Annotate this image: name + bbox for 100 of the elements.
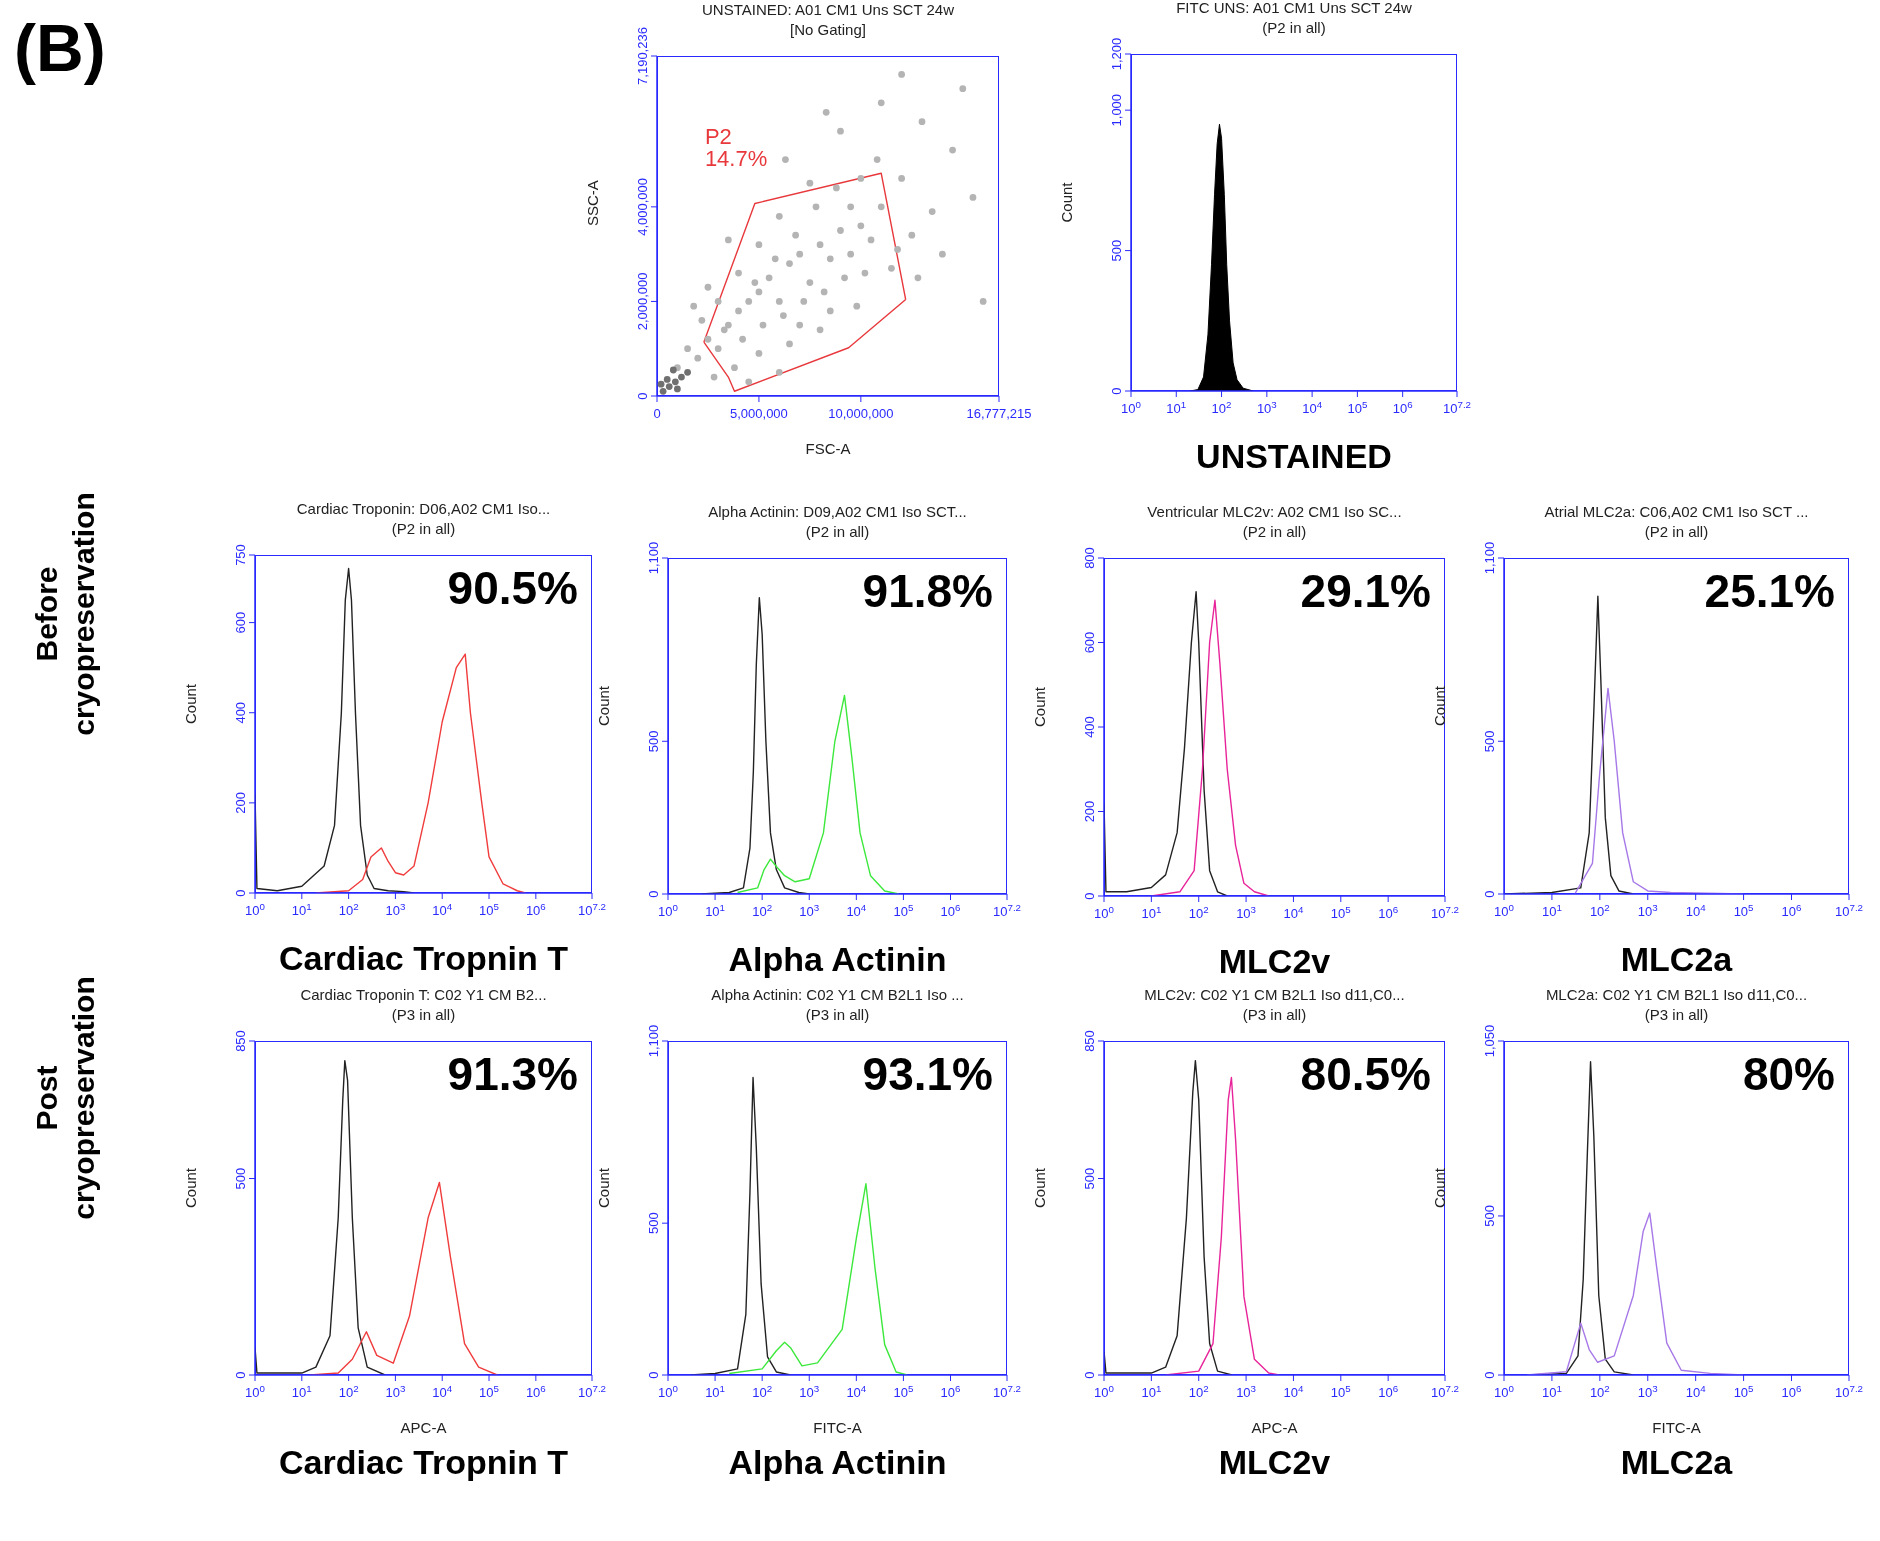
y-tick-label: 0 <box>646 890 661 898</box>
text: Cardiac Tropnin T <box>277 1443 569 1482</box>
x-tick-label: 10$^{2}$ <box>338 900 359 918</box>
annotation: 80.5% <box>1300 1047 1431 1101</box>
text: MLC2a <box>1619 1443 1734 1482</box>
x-tick-label: 10$^{6}$ <box>940 901 961 919</box>
x-tick-label: 10$^{3}$ <box>1637 1382 1658 1400</box>
x-tick-label: 10$^{2}$ <box>1589 1382 1610 1400</box>
x-tick-label: 10$^{0}$ <box>658 1382 679 1400</box>
x-tick-label: 10$^{0}$ <box>1494 1382 1515 1400</box>
x-tick-label: 10$^{2}$ <box>752 1382 773 1400</box>
y-tick-label: 1,100 <box>646 1024 661 1058</box>
annotation: 80% <box>1742 1047 1835 1101</box>
y-axis-title: Count <box>182 683 200 724</box>
y-tick-label: 200 <box>233 792 248 814</box>
y-axis-title: Count <box>1031 686 1049 727</box>
x-tick-label: 10$^{1}$ <box>1141 903 1162 921</box>
chart-title: Cardiac Troponin T: C02 Y1 CM B2... <box>299 985 548 1005</box>
x-tick-label: 10$^{1}$ <box>291 1382 312 1400</box>
y-tick-label: 500 <box>1082 1167 1097 1190</box>
x-axis-title: FSC-A <box>805 440 851 457</box>
x-axis-title: APC-A <box>1251 1419 1298 1436</box>
y-axis-title: Count <box>1031 1167 1049 1208</box>
y-tick-label: 0 <box>635 392 650 400</box>
x-axis-title: FITC-A <box>1652 1419 1701 1436</box>
x-tick-label: 10$^{1}$ <box>1166 398 1187 416</box>
text: UNSTAINED <box>1195 437 1393 476</box>
chart-title: Atrial MLC2a: C06,A02 CM1 Iso SCT ... <box>1543 502 1810 522</box>
y-tick-label: 0 <box>1082 1371 1097 1379</box>
x-tick-label: 10$^{2}$ <box>1188 1382 1209 1400</box>
text: Alpha Actinin <box>727 1443 948 1482</box>
x-tick-label: 10$^{0}$ <box>1094 903 1115 921</box>
x-tick-label: 10$^{2}$ <box>338 1382 359 1400</box>
y-tick-label: 500 <box>233 1167 248 1190</box>
y-tick-label: 750 <box>233 544 248 566</box>
x-tick-label: 10$^{3}$ <box>1637 901 1658 919</box>
x-tick-label: 10$^{6}$ <box>1781 901 1802 919</box>
text: Post cryopreservation <box>28 975 101 1222</box>
y-tick-label: 0 <box>233 889 248 897</box>
x-tick-label: 10$^{3}$ <box>799 901 820 919</box>
y-tick-label: 1,100 <box>1482 541 1497 575</box>
x-tick-label: 10$^{7.2}$ <box>577 1382 607 1400</box>
y-axis-title: Count <box>595 685 613 726</box>
x-tick-label: 10$^{2}$ <box>1188 903 1209 921</box>
chart-title: FITC UNS: A01 CM1 Uns SCT 24w <box>1175 0 1413 18</box>
x-tick-label: 10$^{6}$ <box>525 900 546 918</box>
x-tick-label: 10$^{4}$ <box>432 900 453 918</box>
chart-subtitle: (P2 in all) <box>1643 522 1710 542</box>
y-tick-label: 0 <box>1082 892 1097 900</box>
chart-subtitle: [No Gating] <box>790 21 866 38</box>
y-tick-label: 500 <box>646 1212 661 1235</box>
y-tick-label: 0 <box>646 1371 661 1379</box>
y-tick-label: 200 <box>1082 800 1097 823</box>
x-tick-label: 10$^{1}$ <box>705 1382 726 1400</box>
y-tick-label: 0 <box>1482 890 1497 898</box>
x-tick-label: 10$^{0}$ <box>658 901 679 919</box>
chart-title: Alpha Actinin: C02 Y1 CM B2L1 Iso ... <box>710 985 965 1005</box>
annotation: 93.1% <box>862 1047 993 1101</box>
x-tick-label: 10$^{2}$ <box>1589 901 1610 919</box>
y-axis-title: Count <box>1058 181 1076 223</box>
y-tick-label: 400 <box>233 701 248 724</box>
x-tick-label: 10$^{7.2}$ <box>1430 903 1460 921</box>
y-tick-label: 850 <box>233 1030 248 1052</box>
x-tick-label: 10$^{4}$ <box>1283 903 1304 921</box>
annotation: 25.1% <box>1704 564 1835 618</box>
x-tick-label: 10$^{1}$ <box>1541 1382 1562 1400</box>
x-tick-label: 10$^{1}$ <box>1541 901 1562 919</box>
x-tick-label: 10$^{6}$ <box>1378 903 1399 921</box>
chart-subtitle: (P2 in all) <box>1241 522 1308 542</box>
text: Before cryopreservation <box>28 491 101 738</box>
x-tick-label: 10$^{4}$ <box>1302 398 1323 416</box>
x-tick-label: 10$^{7.2}$ <box>1834 1382 1864 1400</box>
text: Cardiac Tropnin T <box>277 939 569 978</box>
y-axis-title: Count <box>1431 1167 1449 1208</box>
x-tick-label: 10$^{6}$ <box>1392 398 1413 416</box>
y-tick-label: 1,100 <box>646 541 661 575</box>
x-tick-label: 10$^{5}$ <box>893 1382 914 1400</box>
x-tick-label: 10$^{5}$ <box>893 901 914 919</box>
x-tick-label: 10$^{4}$ <box>1283 1382 1304 1400</box>
x-tick-label: 10$^{1}$ <box>1141 1382 1162 1400</box>
x-axis-title: APC-A <box>400 1419 447 1436</box>
y-tick-label: 2,000,000 <box>635 272 650 331</box>
x-tick-label: 10$^{3}$ <box>799 1382 820 1400</box>
y-tick-label: 500 <box>1482 730 1497 753</box>
chart-subtitle: (P2 in all) <box>1261 18 1327 38</box>
y-tick-label: 850 <box>1082 1030 1097 1052</box>
x-axis-title: FITC-A <box>813 1419 862 1436</box>
y-tick-label: 1,050 <box>1482 1024 1497 1058</box>
x-tick-label: 10$^{7.2}$ <box>577 900 607 918</box>
x-tick-label: 10$^{1}$ <box>291 900 312 918</box>
x-tick-label: 10$^{0}$ <box>1094 1382 1115 1400</box>
x-tick-label: 16,777,215 <box>966 406 1032 421</box>
y-tick-label: 400 <box>1082 716 1097 738</box>
annotation: 29.1% <box>1300 564 1431 618</box>
chart-subtitle: (P2 in all) <box>390 519 457 539</box>
x-tick-label: 10$^{6}$ <box>525 1382 546 1400</box>
chart-subtitle: (P3 in all) <box>1643 1005 1710 1025</box>
y-axis-title: SSC-A <box>584 180 602 226</box>
annotation: 91.3% <box>447 1047 578 1101</box>
chart-title: Cardiac Troponin: D06,A02 CM1 Iso... <box>295 499 552 519</box>
